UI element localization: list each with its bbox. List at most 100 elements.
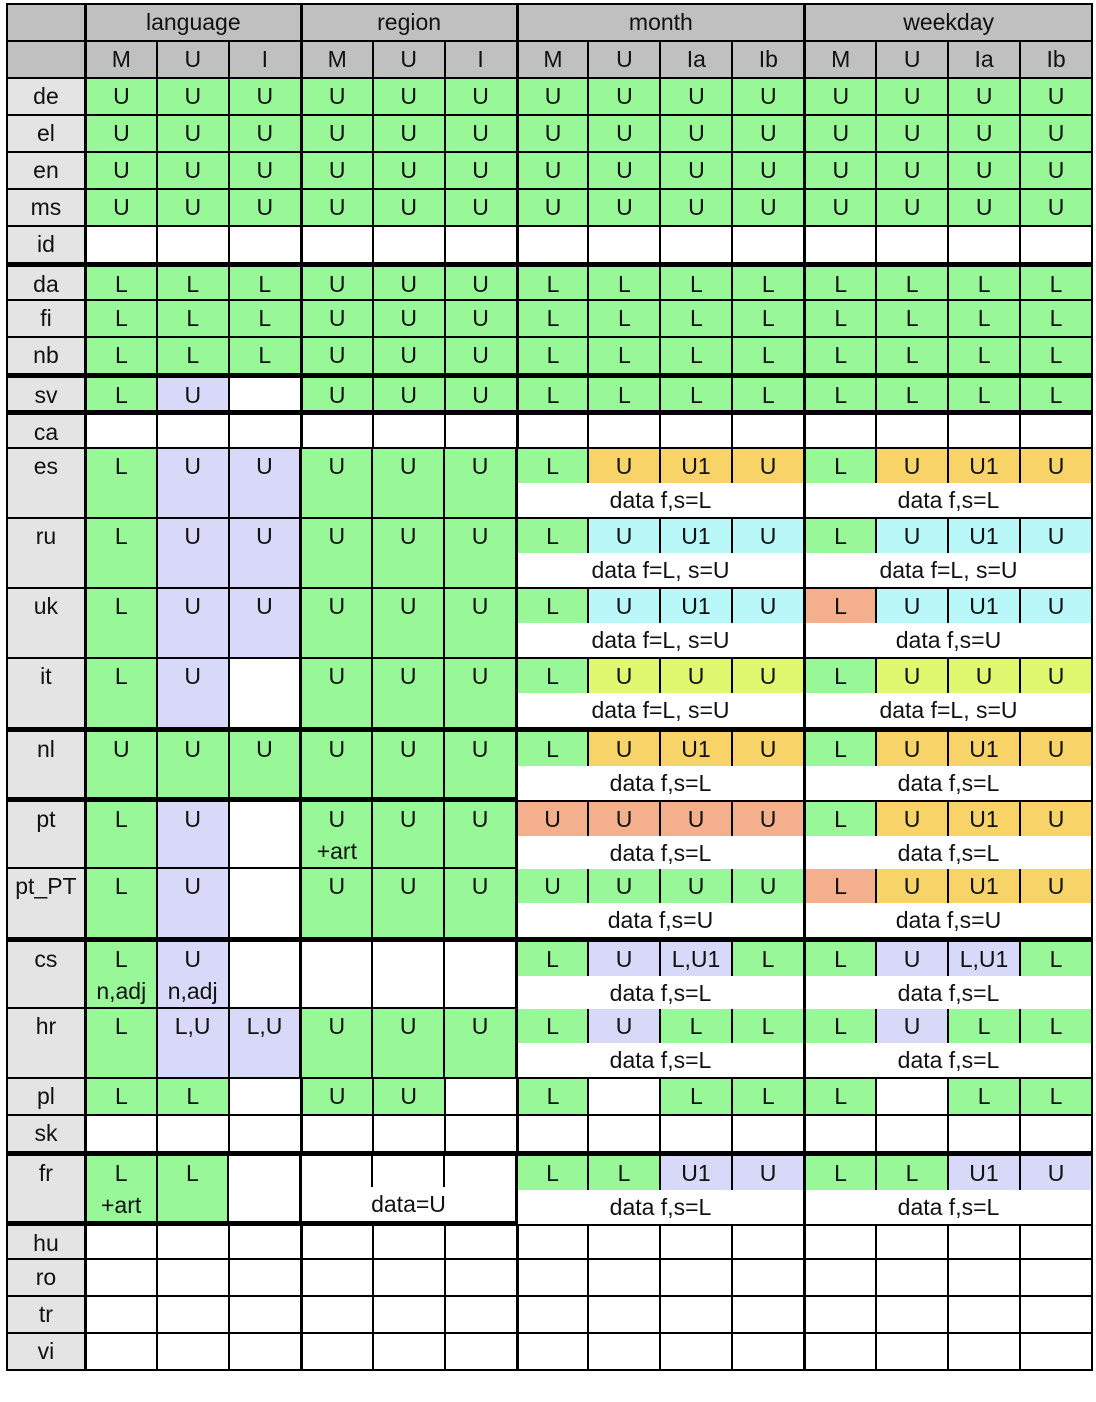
month-cell: U — [587, 116, 660, 151]
month-cell — [587, 1116, 660, 1151]
row-label: sv — [8, 378, 84, 410]
region-cell: U — [299, 519, 372, 587]
region-cell — [371, 415, 444, 447]
table-row-hu: hu — [8, 1223, 1092, 1260]
region-cell — [371, 1116, 444, 1151]
language-cell — [83, 415, 156, 447]
month-cell: U — [587, 1009, 659, 1043]
weekday-cell — [947, 227, 1020, 262]
month-cell: L — [731, 301, 804, 336]
month-cell — [659, 415, 732, 447]
region-cell — [299, 1116, 372, 1151]
language-cell — [227, 1116, 300, 1151]
language-cell: U — [83, 153, 156, 188]
language-cell: L — [83, 378, 156, 410]
language-cell: U — [227, 519, 300, 587]
language-cell: L +art — [83, 1156, 156, 1221]
language-cell — [227, 1297, 300, 1332]
region-cell: U — [299, 190, 372, 225]
subcolumn-header: U — [155, 42, 228, 77]
month-cell: U — [587, 732, 659, 766]
weekday-note: data f,s=L — [806, 1043, 1091, 1077]
region-cell — [443, 1226, 516, 1258]
weekday-cell: L — [806, 732, 875, 766]
subcolumn-header: Ia — [659, 42, 732, 77]
month-cell — [587, 1334, 660, 1369]
row-label: uk — [8, 589, 84, 657]
weekday-cell: L — [947, 1079, 1020, 1114]
weekday-cell: L — [806, 1156, 875, 1190]
month-cell: U — [587, 802, 659, 836]
month-cell: U1 — [659, 1156, 731, 1190]
subcolumn-header: Ib — [1019, 42, 1092, 77]
month-cell: U — [587, 589, 659, 623]
language-cell: L — [83, 338, 156, 373]
region-cell: U — [443, 519, 515, 587]
weekday-cell — [947, 1334, 1020, 1369]
weekday-cell: U — [875, 942, 947, 976]
month-cell: L — [518, 1156, 587, 1190]
weekday-cell — [803, 1226, 876, 1258]
language-cell — [227, 659, 300, 727]
region-cell: U — [299, 1009, 372, 1077]
month-cell: L — [518, 519, 587, 553]
weekday-cell — [803, 1334, 876, 1369]
region-cell: U — [299, 153, 372, 188]
weekday-values: L L U1 U — [806, 1156, 1091, 1190]
weekday-values: L U U1 U — [806, 519, 1091, 553]
subcolumn-header: Ib — [731, 42, 804, 77]
region-cell — [299, 227, 372, 262]
region-cell: U — [299, 79, 372, 114]
month-cell — [659, 1260, 732, 1295]
region-cell: U — [299, 869, 372, 937]
month-cell — [731, 1334, 804, 1369]
language-cell — [155, 415, 228, 447]
weekday-cell: L — [803, 301, 876, 336]
weekday-cell: U — [803, 190, 876, 225]
region-cell — [299, 942, 372, 1007]
weekday-note: data f,s=L — [806, 836, 1091, 870]
language-cell: L — [83, 519, 156, 587]
header-subcolumns-row: M U I M U I M U Ia Ib M U Ia Ib — [8, 42, 1092, 79]
region-cell: U — [299, 378, 372, 410]
language-cell: U — [227, 79, 300, 114]
month-cell: L — [515, 301, 588, 336]
region-cell — [299, 1297, 372, 1332]
language-cell: U — [155, 190, 228, 225]
row-label: tr — [8, 1297, 84, 1332]
language-cell — [227, 942, 300, 1007]
table-row-vi: vi — [8, 1334, 1092, 1371]
weekday-note: data f,s=U — [806, 623, 1091, 657]
weekday-cell: U — [875, 519, 947, 553]
language-cell: U — [83, 79, 156, 114]
month-cell: L — [518, 449, 587, 483]
month-cell: U — [587, 153, 660, 188]
region-cell: U — [443, 659, 515, 727]
language-cell: L — [83, 869, 156, 937]
language-cell: L,U — [155, 1009, 228, 1077]
month-cell — [515, 1260, 588, 1295]
month-cell — [515, 415, 588, 447]
month-cell: U1 — [659, 732, 731, 766]
row-label: nl — [8, 732, 84, 797]
month-note: data f,s=L — [518, 483, 803, 517]
language-cell: U — [155, 659, 228, 727]
weekday-cell: L — [1019, 301, 1092, 336]
language-cell: L — [155, 1156, 228, 1221]
weekday-cell — [947, 1116, 1020, 1151]
region-cell: U — [371, 190, 444, 225]
month-cell: U — [659, 79, 732, 114]
weekday-cell: L — [875, 338, 948, 373]
